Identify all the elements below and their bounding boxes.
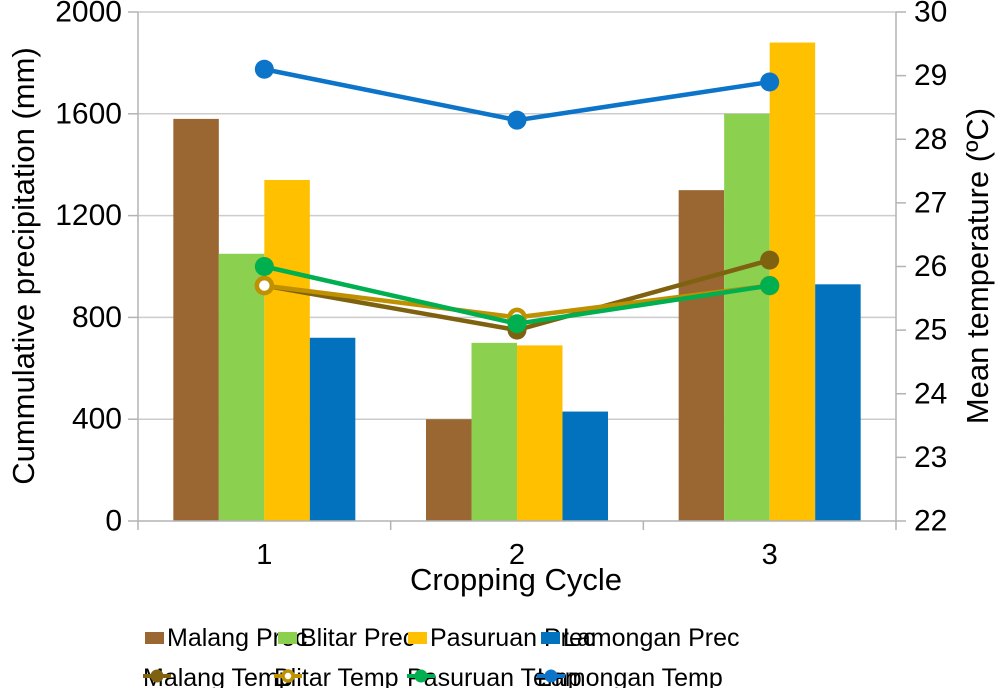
right-tick-label-25: 25 <box>914 314 947 347</box>
marker-lamongan-temp-cycle-2 <box>507 110 527 130</box>
marker-pasuruan-temp-cycle-1 <box>254 257 274 276</box>
right-tick-label-23: 23 <box>914 441 947 474</box>
legend-swatch-malang-prec <box>145 632 164 644</box>
bar-malang-prec-cycle-3 <box>678 190 725 521</box>
legend-swatch-blitar-prec <box>278 632 297 644</box>
bar-malang-prec-cycle-2 <box>426 419 472 521</box>
x-tick-label-1: 1 <box>256 539 272 571</box>
legend-line-icon-malang-temp <box>143 669 171 683</box>
legend-line-icon-blitar-temp <box>274 669 302 683</box>
bar-lamongan-prec-cycle-2 <box>562 411 608 521</box>
left-tick-label-2000: 2000 <box>55 0 122 29</box>
legend-item-pasuruan-prec: Pasuruan Prec <box>408 624 595 652</box>
legend-label: Pasuruan Prec <box>430 623 596 652</box>
right-tick-label-30: 30 <box>914 0 947 29</box>
right-tick-label-22: 22 <box>914 505 947 538</box>
legend-item-lamongan-temp: Lamongan Temp <box>537 663 723 688</box>
marker-lamongan-temp-cycle-1 <box>254 59 274 79</box>
bar-lamongan-prec-cycle-3 <box>815 284 861 521</box>
left-tick-label-800: 800 <box>72 301 122 334</box>
left-axis-title: Cummulative precipitation (mm) <box>6 47 41 485</box>
x-tick-label-3: 3 <box>762 539 778 571</box>
legend-line-icon-lamongan-temp <box>537 669 565 683</box>
marker-malang-temp-cycle-3 <box>760 250 780 270</box>
legend-swatch-pasuruan-prec <box>408 632 427 644</box>
bar-malang-prec-cycle-1 <box>173 118 219 521</box>
right-tick-label-26: 26 <box>914 250 947 283</box>
right-tick-label-29: 29 <box>914 59 947 92</box>
legend-label: Lamongan Temp <box>537 663 723 688</box>
left-tick-label-1200: 1200 <box>55 199 122 232</box>
right-tick-label-24: 24 <box>914 377 947 410</box>
left-tick-label-0: 0 <box>105 505 122 538</box>
legend-item-blitar-prec: Blitar Prec <box>278 624 415 652</box>
bar-lamongan-prec-cycle-1 <box>309 337 356 521</box>
marker-pasuruan-temp-cycle-2 <box>507 314 527 334</box>
legend-item-malang-temp: Malang Temp <box>143 664 293 688</box>
right-axis-title: Mean temperature (ºC) <box>960 107 995 425</box>
x-tick-label-2: 2 <box>509 539 525 571</box>
marker-blitar-temp-cycle-1 <box>254 275 275 296</box>
legend-swatch-lamongan-prec <box>541 632 560 644</box>
x-axis-title: Cropping Cycle <box>410 562 622 597</box>
bar-pasuruan-prec-cycle-1 <box>264 179 310 521</box>
bar-blitar-prec-cycle-1 <box>218 253 265 521</box>
marker-lamongan-temp-cycle-3 <box>760 72 780 92</box>
right-tick-label-28: 28 <box>914 123 947 156</box>
bar-blitar-prec-cycle-3 <box>724 113 770 522</box>
right-tick-label-27: 27 <box>914 186 947 219</box>
legend-item-blitar-temp: Blitar Temp <box>274 664 399 688</box>
marker-pasuruan-temp-cycle-3 <box>760 276 780 296</box>
legend-label: Lamongan Prec <box>563 623 740 652</box>
left-tick-label-1600: 1600 <box>55 97 122 130</box>
legend-label: Blitar Prec <box>300 623 416 652</box>
legend-line-icon-pasuruan-temp <box>407 669 435 683</box>
bar-blitar-prec-cycle-2 <box>471 342 517 521</box>
legend-item-lamongan-prec: Lamongan Prec <box>541 624 740 652</box>
left-tick-label-400: 400 <box>72 403 122 436</box>
bar-pasuruan-prec-cycle-2 <box>517 345 563 521</box>
